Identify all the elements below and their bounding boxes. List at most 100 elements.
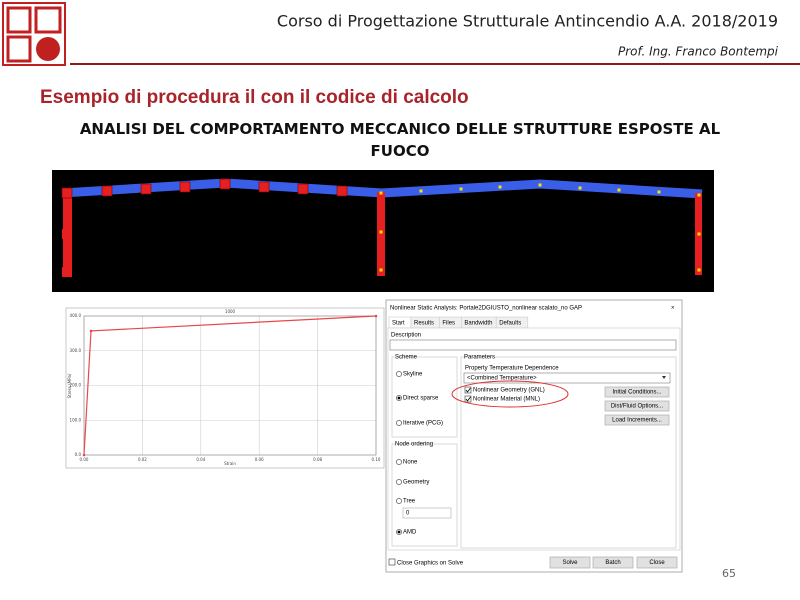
- scheme-group: [391, 356, 458, 438]
- x-tick-label: 0.08: [313, 457, 322, 462]
- data-point: [82, 453, 86, 457]
- tabs: Start Results Files Bandwidth Defaults: [388, 316, 529, 329]
- tab-label: Files: [442, 321, 455, 327]
- x-axis-label: Strain: [224, 461, 236, 466]
- scheme-label: Scheme: [395, 355, 418, 361]
- subtitle-box: ANALISI DEL COMPORTAMENTO MECCANICO DELL…: [79, 120, 721, 160]
- logo-glyph: [34, 6, 62, 34]
- tree-value: 0: [406, 511, 410, 517]
- radio[interactable]: [396, 479, 402, 485]
- node-dot: [538, 183, 542, 187]
- node-dot: [379, 191, 383, 195]
- x-tick-label: 0.06: [255, 457, 264, 462]
- node-dot: [697, 232, 701, 236]
- author: Prof. Ing. Franco Bontempi: [618, 45, 779, 59]
- highlight-ellipse: [451, 380, 569, 408]
- x-tick-label: 0.00: [80, 457, 89, 462]
- button-label: Close: [649, 560, 665, 566]
- node-ordering-option: Tree: [403, 499, 416, 505]
- node-marker: [61, 187, 73, 199]
- check-label: Nonlinear Geometry (GNL): [473, 388, 545, 394]
- button[interactable]: [604, 414, 670, 426]
- tree-input[interactable]: [402, 507, 452, 519]
- scheme-option: Iterative (PCG): [403, 421, 443, 427]
- node-ordering-option: Geometry: [403, 480, 429, 486]
- page-number: 65: [722, 567, 736, 580]
- node-ordering-label: Node ordering: [395, 442, 433, 448]
- chart: 0.0 100.0 200.0 300.0 400.0 0.00 0.02 0.04 0.06 0…: [70, 313, 381, 462]
- button[interactable]: [549, 556, 591, 569]
- subtitle: ANALISI DEL COMPORTAMENTO MECCANICO DELL…: [79, 120, 721, 160]
- check-label: Nonlinear Material (MNL): [473, 397, 540, 403]
- tab-label: Bandwidth: [464, 321, 492, 327]
- checkbox[interactable]: [464, 395, 472, 403]
- node-ordering-options: None Geometry Tree AMD: [396, 459, 429, 536]
- y-tick-label: 0.0: [75, 452, 82, 457]
- temperature-value: <Combined Temperature>: [467, 376, 537, 382]
- chart-title: 1000: [225, 309, 236, 314]
- button[interactable]: [604, 386, 670, 398]
- node-ordering-group: [391, 443, 458, 547]
- node-dot: [697, 268, 701, 272]
- checkmark: [465, 396, 471, 402]
- scheme-option: Skyline: [403, 372, 423, 378]
- course-title: Corso di Progettazione Strutturale Antin…: [277, 12, 778, 31]
- dialog-title: Nonlinear Static Analysis: Portale2DGIUS…: [390, 306, 582, 312]
- parameters-label: Parameters: [464, 355, 495, 361]
- node-ordering-option: None: [403, 460, 418, 466]
- logo-glyph: [6, 35, 32, 63]
- y-tick-label: 300.0: [70, 348, 82, 353]
- dialog-close[interactable]: ×: [671, 306, 675, 312]
- y-tick-label: 200.0: [70, 383, 82, 388]
- chart-frame: [65, 307, 385, 469]
- node-dot: [379, 230, 383, 234]
- nodes: [61, 178, 701, 277]
- node-dot: [697, 193, 701, 197]
- node-marker: [297, 183, 309, 195]
- data-point: [89, 329, 93, 333]
- node-marker: [179, 181, 191, 193]
- logo-glyph: [6, 6, 32, 34]
- logo-frame: [2, 2, 66, 66]
- radio[interactable]: [396, 420, 402, 426]
- x-tick-label: 0.04: [196, 457, 205, 462]
- button-label: Batch: [605, 560, 620, 566]
- button-label: Initial Conditions...: [612, 390, 661, 396]
- tab-label: Start: [392, 321, 405, 327]
- y-axis-label: Stress (MPa): [67, 373, 72, 398]
- node-marker: [140, 183, 152, 195]
- x-tick-label: 0.02: [138, 457, 147, 462]
- node-marker: [101, 185, 113, 197]
- button-label: Solve: [562, 560, 578, 566]
- button[interactable]: [636, 556, 678, 569]
- tab-label: Results: [414, 321, 434, 327]
- dropdown-arrow: [662, 376, 666, 379]
- frame-model: [52, 170, 714, 292]
- button[interactable]: [592, 556, 634, 569]
- tab-label: Defaults: [499, 321, 521, 327]
- dialog: Nonlinear Static Analysis: Portale2DGIUS…: [385, 299, 683, 573]
- temperature-select[interactable]: [463, 372, 671, 384]
- close-graphics-label: Close Graphics on Solve: [397, 561, 464, 567]
- button-label: Dist/Fluid Options...: [611, 404, 664, 410]
- y-tick-label: 100.0: [70, 417, 82, 422]
- radio[interactable]: [396, 459, 402, 465]
- description-input[interactable]: [389, 339, 677, 351]
- node-marker: [258, 181, 270, 193]
- node-marker: [62, 229, 72, 239]
- checkbox[interactable]: [464, 386, 472, 394]
- node-dot: [617, 188, 621, 192]
- radio[interactable]: [396, 371, 402, 377]
- checkbox[interactable]: [388, 558, 396, 566]
- node-dot: [657, 190, 661, 194]
- y-tick-label: 400.0: [70, 313, 82, 318]
- slide-title: Esempio di procedura il con il codice di…: [40, 87, 469, 108]
- radio[interactable]: [396, 498, 402, 504]
- node-dot: [578, 186, 582, 190]
- button: [604, 400, 670, 412]
- description-label: Description: [391, 333, 421, 339]
- node-ordering-option: AMD: [403, 530, 417, 536]
- scheme-options: Skyline Direct sparse Iterative (PCG): [396, 371, 443, 427]
- node-marker: [62, 267, 72, 277]
